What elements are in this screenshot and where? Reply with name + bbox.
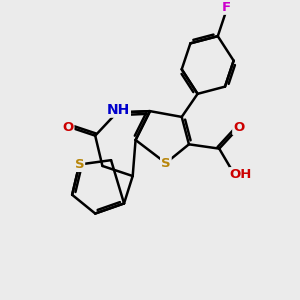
Text: OH: OH (230, 168, 252, 181)
Text: NH: NH (106, 103, 130, 117)
Text: O: O (233, 121, 244, 134)
Text: S: S (161, 157, 171, 169)
Text: S: S (74, 158, 84, 171)
Text: F: F (222, 1, 231, 14)
Text: O: O (62, 121, 74, 134)
